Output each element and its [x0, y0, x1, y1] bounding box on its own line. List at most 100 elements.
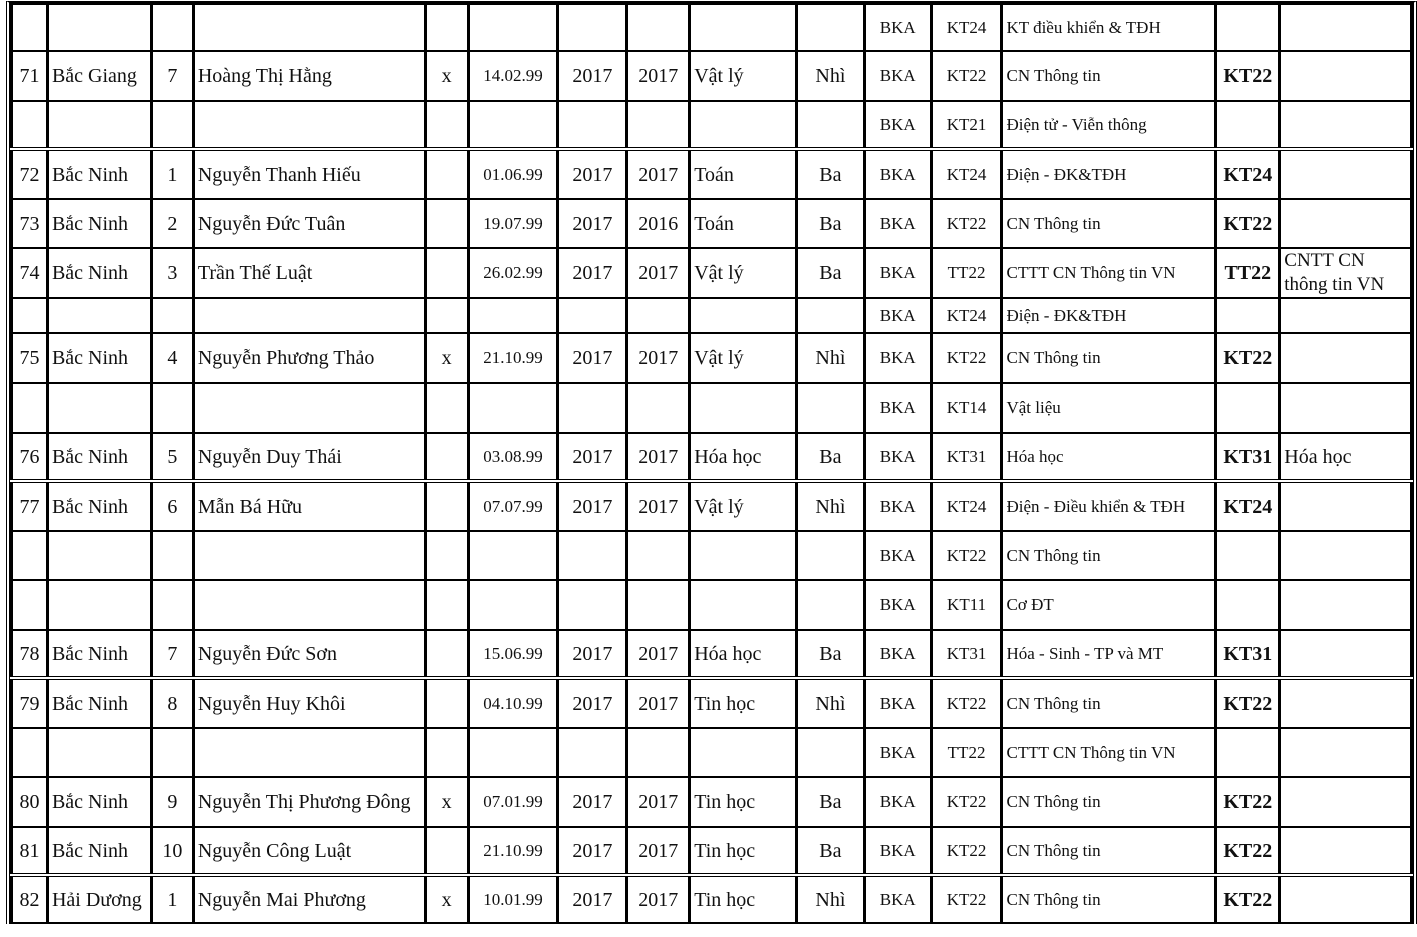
cell-major: CN Thông tin: [1000, 874, 1218, 924]
cell-province: Bắc Ninh: [45, 332, 153, 384]
table-row: 75 Bắc Ninh 4 Nguyễn Phương Thảo x 21.10.99 20…: [10, 332, 1413, 384]
cell-major: CTTT CN Thông tin VN: [1000, 247, 1218, 299]
cell-major: Điện - Điều khiển & TĐH: [1000, 480, 1218, 532]
cell-school: BKA: [862, 579, 933, 631]
table-row: 80 Bắc Ninh 9 Nguyễn Thị Phương Đông x 07.01.…: [10, 776, 1413, 828]
student-admission-table: BKA KT24 KT điều khiển & TĐH 71 Bắc Giang 7 Ho…: [10, 3, 1413, 924]
cell-subject: Vật lý: [688, 332, 798, 384]
cell-admitted-code: [1214, 579, 1282, 631]
cell-province: Hải Dương: [45, 874, 153, 924]
cell-year-b: [625, 727, 692, 778]
cell-province: Bắc Ninh: [45, 776, 153, 828]
cell-note: [1278, 297, 1413, 334]
cell-note: [1278, 100, 1413, 151]
cell-code: KT22: [929, 332, 1004, 384]
cell-year-a: [556, 579, 629, 631]
cell-no: 71: [10, 50, 49, 102]
student-table-container: BKA KT24 KT điều khiển & TĐH 71 Bắc Giang 7 Ho…: [6, 1, 1417, 924]
cell-school: BKA: [862, 530, 933, 581]
cell-index: 10: [149, 826, 195, 877]
cell-admitted-code: KT22: [1214, 874, 1282, 924]
cell-year-a: 2017: [556, 432, 629, 483]
cell-subject: [688, 100, 798, 151]
cell-prize: Nhì: [795, 480, 866, 532]
cell-name: Mẫn Bá Hữu: [191, 480, 427, 532]
cell-name: [191, 100, 427, 151]
cell-admitted-code: TT22: [1214, 247, 1282, 299]
cell-dob: 15.06.99: [466, 629, 560, 680]
cell-no: [10, 100, 49, 151]
cell-year-b: 2017: [625, 332, 692, 384]
cell-prize: Nhì: [795, 332, 866, 384]
cell-note: CNTT CN thông tin VN: [1278, 247, 1413, 299]
cell-name: [191, 530, 427, 581]
cell-year-b: [625, 530, 692, 581]
cell-subject: Vật lý: [688, 480, 798, 532]
cell-index: 5: [149, 432, 195, 483]
cell-major: CN Thông tin: [1000, 198, 1218, 249]
cell-dob: [466, 3, 560, 52]
cell-admitted-code: [1214, 3, 1282, 52]
cell-name: Nguyễn Mai Phương: [191, 874, 427, 924]
cell-school: BKA: [862, 432, 933, 483]
cell-year-b: 2017: [625, 50, 692, 102]
cell-name: Nguyễn Công Luật: [191, 826, 427, 877]
cell-female: [423, 579, 470, 631]
cell-name: Nguyễn Thị Phương Đông: [191, 776, 427, 828]
cell-dob: 21.10.99: [466, 826, 560, 877]
cell-prize: Ba: [795, 198, 866, 249]
cell-code: KT22: [929, 198, 1004, 249]
cell-name: [191, 297, 427, 334]
cell-year-b: 2017: [625, 874, 692, 924]
cell-subject: Vật lý: [688, 247, 798, 299]
cell-index: 7: [149, 50, 195, 102]
cell-province: Bắc Ninh: [45, 826, 153, 877]
cell-major: CN Thông tin: [1000, 332, 1218, 384]
cell-female: [423, 530, 470, 581]
cell-name: Trần Thế Luật: [191, 247, 427, 299]
cell-name: Nguyễn Thanh Hiếu: [191, 148, 427, 200]
cell-name: Nguyễn Duy Thái: [191, 432, 427, 483]
cell-no: [10, 382, 49, 434]
cell-province: Bắc Ninh: [45, 432, 153, 483]
cell-code: KT31: [929, 629, 1004, 680]
cell-subject: [688, 727, 798, 778]
cell-female: [423, 297, 470, 334]
cell-province: Bắc Ninh: [45, 148, 153, 200]
cell-index: [149, 382, 195, 434]
cell-school: BKA: [862, 382, 933, 434]
cell-female: [423, 677, 470, 729]
cell-no: 76: [10, 432, 49, 483]
cell-province: Bắc Ninh: [45, 247, 153, 299]
cell-admitted-code: KT22: [1214, 826, 1282, 877]
cell-dob: 03.08.99: [466, 432, 560, 483]
cell-province: Bắc Ninh: [45, 480, 153, 532]
cell-note: [1278, 480, 1413, 532]
cell-subject: [688, 297, 798, 334]
cell-year-a: 2017: [556, 480, 629, 532]
cell-dob: 07.01.99: [466, 776, 560, 828]
cell-major: Điện - ĐK&TĐH: [1000, 148, 1218, 200]
cell-note: Hóa học: [1278, 432, 1413, 483]
cell-index: 6: [149, 480, 195, 532]
cell-year-a: [556, 3, 629, 52]
cell-code: KT24: [929, 297, 1004, 334]
cell-note: [1278, 148, 1413, 200]
cell-year-a: 2017: [556, 198, 629, 249]
cell-admitted-code: [1214, 382, 1282, 434]
cell-subject: [688, 382, 798, 434]
cell-school: BKA: [862, 3, 933, 52]
cell-female: [423, 826, 470, 877]
cell-code: TT22: [929, 247, 1004, 299]
table-row: 81 Bắc Ninh 10 Nguyễn Công Luật 21.10.99 2017…: [10, 826, 1413, 877]
cell-admitted-code: KT24: [1214, 148, 1282, 200]
cell-province: Bắc Ninh: [45, 629, 153, 680]
cell-prize: Ba: [795, 776, 866, 828]
cell-school: BKA: [862, 198, 933, 249]
cell-name: [191, 3, 427, 52]
cell-dob: [466, 530, 560, 581]
cell-year-b: 2017: [625, 629, 692, 680]
table-row: 79 Bắc Ninh 8 Nguyễn Huy Khôi 04.10.99 2017 20…: [10, 677, 1413, 729]
cell-index: 2: [149, 198, 195, 249]
cell-prize: [795, 579, 866, 631]
